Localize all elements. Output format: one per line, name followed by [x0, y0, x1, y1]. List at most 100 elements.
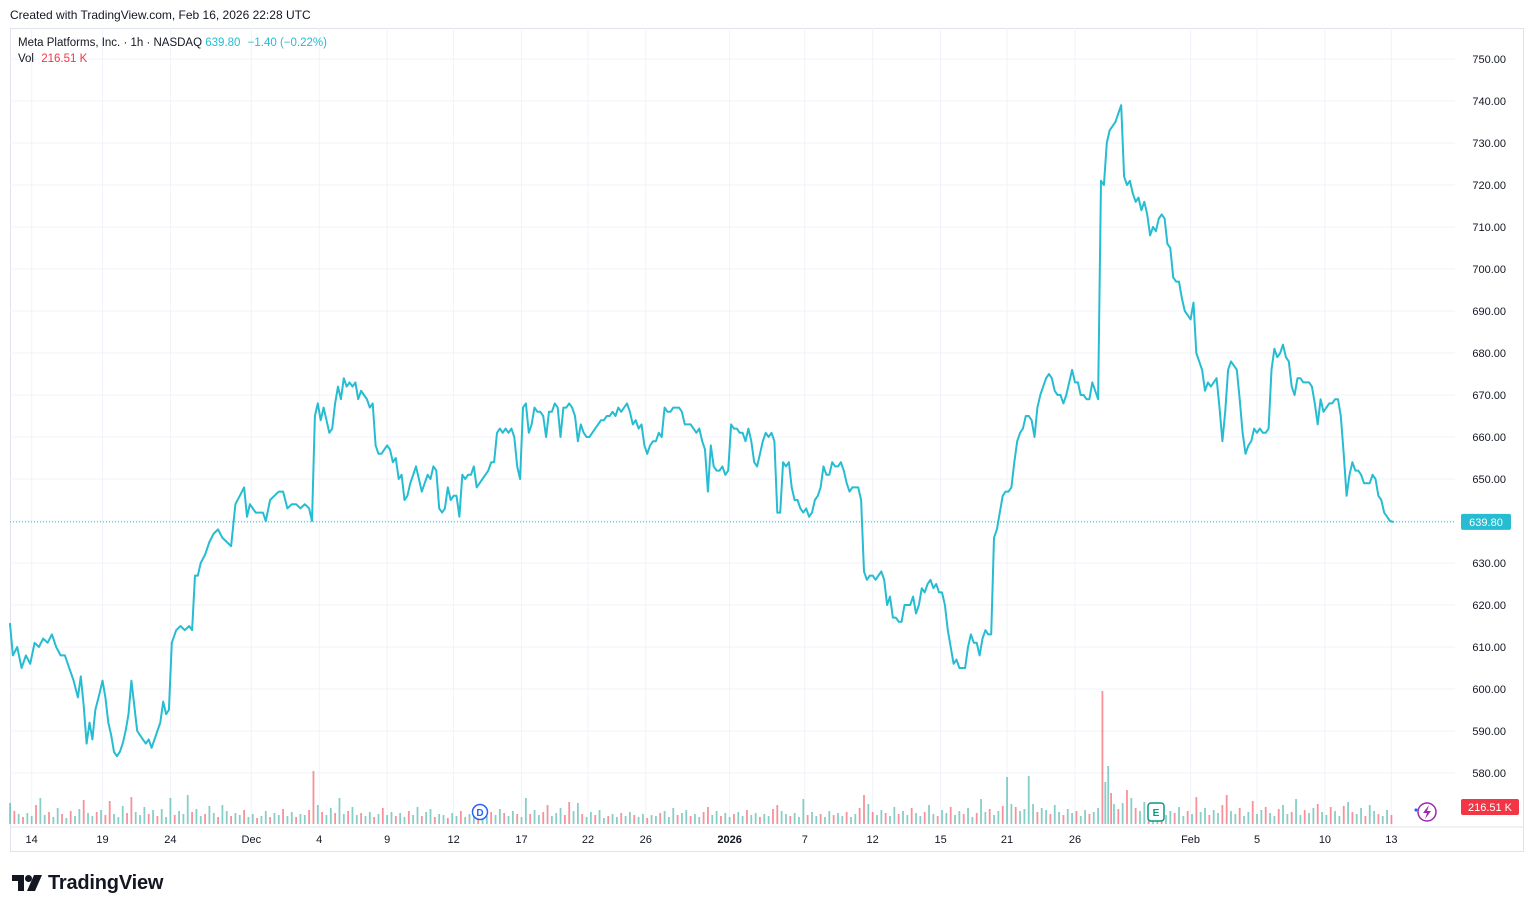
volume-bar [299, 814, 302, 824]
volume-bar [52, 817, 55, 824]
volume-bar [694, 814, 696, 824]
y-tick-label: 610.00 [1472, 642, 1506, 654]
volume-bar [763, 814, 766, 824]
volume-bar [841, 816, 844, 824]
volume-bar [507, 816, 510, 824]
volume-bar [1299, 815, 1302, 824]
volume-bar [442, 815, 445, 824]
y-axis[interactable]: 580.00590.00600.00610.00620.00630.00640.… [1472, 54, 1506, 780]
tradingview-logo[interactable]: TradingView [12, 872, 163, 894]
volume-bar [134, 812, 137, 824]
volume-bar [1273, 816, 1276, 824]
volume-bar [95, 812, 98, 824]
volume-bar [1182, 816, 1185, 824]
volume-bar [1088, 814, 1091, 824]
volume-bar [1178, 807, 1180, 824]
volume-bar [1364, 816, 1367, 824]
volume-bar [334, 813, 337, 824]
volume-bar [902, 811, 904, 824]
flash-icon[interactable] [1417, 802, 1437, 822]
volume-bar [295, 817, 298, 824]
volume-bar [61, 814, 63, 824]
x-tick-label: 5 [1254, 834, 1260, 846]
volume-bar [212, 813, 215, 824]
volume-bar [290, 812, 293, 824]
volume-bar [676, 815, 679, 824]
volume-bar [707, 807, 709, 824]
volume-bar [997, 811, 1000, 824]
symbol-row: Meta Platforms, Inc. · 1h · NASDAQ 639.8… [18, 35, 327, 51]
volume-bar [459, 811, 462, 824]
volume-bar [377, 814, 380, 824]
volume-bar [1295, 799, 1297, 824]
volume-bar [975, 813, 978, 824]
symbol-title[interactable]: Meta Platforms, Inc. · 1h · NASDAQ [18, 37, 203, 49]
x-tick-label: 22 [582, 834, 594, 846]
volume-bar [932, 814, 935, 824]
volume-bar [789, 816, 792, 824]
volume-bar [182, 814, 185, 824]
volume-bar [737, 812, 740, 824]
volume-bar [360, 813, 363, 824]
volume-bar [399, 813, 402, 824]
volume-bar [1139, 811, 1141, 824]
volume-bar [1325, 815, 1328, 824]
volume-bar [1075, 811, 1078, 824]
x-tick-label: 4 [316, 834, 322, 846]
volume-bar [1071, 813, 1073, 824]
volume-bar [685, 810, 688, 824]
volume-bar [69, 811, 72, 824]
volume-bar [264, 811, 267, 824]
x-axis[interactable]: 14 19 24 Dec 4 9 12 17 22 26 2026 7 12 15 21 26 Feb 5 10 13 [10, 826, 1524, 846]
volume-bar [221, 805, 224, 824]
volume-label[interactable]: Vol [18, 53, 34, 65]
volume-bar [537, 815, 540, 824]
volume-bar [1321, 812, 1323, 824]
y-tick-label: 650.00 [1472, 474, 1506, 486]
volume-bar [681, 813, 683, 824]
volume-bar [30, 816, 33, 824]
volume-bar [958, 811, 961, 824]
volume-bar [642, 814, 644, 824]
volume-bar [407, 811, 410, 824]
symbol-change: −1.40 (−0.22%) [247, 37, 327, 49]
volume-bar [1212, 810, 1215, 824]
earnings-marker[interactable]: E [1147, 802, 1165, 822]
chart-frame[interactable] [10, 28, 1524, 852]
volume-bar [247, 817, 250, 824]
volume-bar [698, 817, 701, 824]
volume-bar [798, 817, 800, 824]
x-tick-label: 12 [447, 834, 459, 846]
volume-bar [767, 816, 770, 824]
volume-bar [56, 808, 59, 824]
volume-bar [936, 816, 939, 824]
y-tick-label: 710.00 [1472, 222, 1506, 234]
volume-bar [1045, 810, 1047, 824]
volume-bar [165, 817, 167, 824]
dividend-marker[interactable]: D [471, 803, 489, 821]
volume-bar [208, 806, 211, 824]
volume-bar [1247, 812, 1250, 824]
volume-bar [568, 802, 571, 824]
volume-bar [542, 812, 545, 824]
volume-bar [22, 817, 24, 824]
volume-bar [746, 810, 748, 824]
volume-bar [1334, 811, 1336, 824]
volume-bar [35, 805, 37, 824]
volume-bar [1173, 813, 1176, 824]
volume-bar [1079, 816, 1082, 824]
volume-bar [312, 771, 315, 824]
volume-bar [420, 816, 423, 824]
dividend-icon: D [476, 808, 483, 819]
volume-bar [1001, 806, 1004, 824]
x-tick-label: 19 [96, 834, 108, 846]
volume-bar [1027, 776, 1030, 824]
chart-legend: Meta Platforms, Inc. · 1h · NASDAQ 639.8… [18, 35, 327, 67]
x-tick-label: 24 [164, 834, 176, 846]
volume-bar [1092, 812, 1095, 824]
volume-bar [1032, 804, 1034, 824]
volume-bar [550, 816, 553, 824]
volume-bar [785, 814, 787, 824]
volume-bar [485, 816, 488, 824]
